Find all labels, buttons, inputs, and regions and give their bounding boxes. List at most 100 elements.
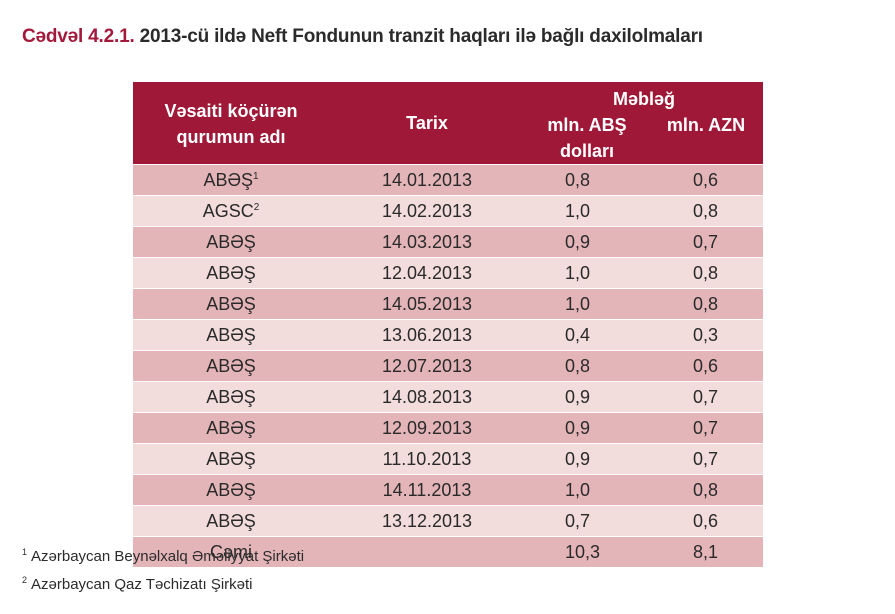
cell-usd-value: 0,8 [565,355,591,376]
cell-source: ABƏŞ [133,350,329,382]
cell-source: ABƏŞ [133,257,329,289]
table-row: ABƏŞ 12.07.2013 0,8 0,6 [133,350,764,382]
cell-azn-value: 0,7 [693,386,719,407]
table-caption: Cədvəl 4.2.1. 2013-cü ildə Neft Fondunun… [22,26,703,48]
table-row: ABƏŞ 13.12.2013 0,7 0,6 [133,505,764,537]
cell-date: 12.09.2013 [329,412,525,444]
cell-azn-value: 0,3 [693,324,719,345]
cell-usd-value: 0,8 [565,169,591,190]
cell-source: ABƏŞ [133,319,329,351]
cell-usd-value: 0,7 [565,510,591,531]
cell-date: 14.02.2013 [329,195,525,227]
cell-source-text: ABƏŞ [206,510,256,531]
cell-azn: 0,6 [649,164,764,196]
footnote-text: Azərbaycan Qaz Təchizatı Şirkəti [31,576,253,593]
header-amount: Məbləğ [525,82,764,112]
cell-date: 12.07.2013 [329,350,525,382]
cell-source-text: ABƏŞ [206,231,256,252]
cell-usd: 0,9 [525,443,649,475]
cell-date: 11.10.2013 [329,443,525,475]
cell-source: ABƏŞ [133,474,329,506]
cell-source-text: ABƏŞ [206,324,256,345]
cell-usd-value: 0,9 [565,448,591,469]
cell-usd-value: 1,0 [565,293,591,314]
cell-usd: 0,9 [525,226,649,258]
total-usd-value: 10,3 [565,541,601,562]
header-azn: mln. AZN [649,112,764,165]
cell-azn: 0,7 [649,443,764,475]
cell-source-text: ABƏŞ [206,417,256,438]
cell-usd-value: 1,0 [565,262,591,283]
cell-usd: 0,9 [525,381,649,413]
cell-azn-value: 0,8 [693,479,719,500]
header-source-line2: qurumun adı [176,127,286,147]
cell-usd: 1,0 [525,257,649,289]
cell-date: 14.08.2013 [329,381,525,413]
cell-usd: 0,8 [525,350,649,382]
cell-usd-value: 0,9 [565,231,591,252]
transit-fees-table: Vəsaiti köçürən qurumun adı Tarix Məbləğ… [133,82,764,567]
table-row: ABƏŞ1 14.01.2013 0,8 0,6 [133,164,764,196]
cell-azn-value: 0,7 [693,417,719,438]
cell-azn: 0,8 [649,474,764,506]
footnote-mark: 1 [22,547,28,557]
cell-date: 14.03.2013 [329,226,525,258]
total-azn: 8,1 [649,536,764,567]
cell-usd-value: 0,4 [565,324,591,345]
table-row: ABƏŞ 13.06.2013 0,4 0,3 [133,319,764,351]
cell-date: 14.01.2013 [329,164,525,196]
cell-azn: 0,6 [649,350,764,382]
cell-source: AGSC2 [133,195,329,227]
header-source: Vəsaiti köçürən qurumun adı [133,82,329,165]
cell-source: ABƏŞ [133,381,329,413]
footnote-text: Azərbaycan Beynəlxalq Əməliyyat Şirkəti [31,548,305,565]
cell-source-text: ABƏŞ [206,448,256,469]
cell-source: ABƏŞ [133,505,329,537]
cell-usd-value: 0,9 [565,386,591,407]
cell-azn: 0,7 [649,226,764,258]
total-label: Cəmi [133,536,329,567]
cell-source: ABƏŞ [133,226,329,258]
total-date [329,536,525,567]
cell-azn-value: 0,6 [693,355,719,376]
total-usd: 10,3 [525,536,649,567]
footnote-marker: 2 [253,201,260,213]
table-header: Vəsaiti köçürən qurumun adı Tarix Məbləğ… [133,82,764,165]
cell-usd: 1,0 [525,195,649,227]
cell-azn-value: 0,8 [693,200,719,221]
cell-date: 13.12.2013 [329,505,525,537]
footnote-mark: 2 [22,575,28,585]
cell-azn-value: 0,8 [693,293,719,314]
cell-usd-value: 0,9 [565,417,591,438]
table-row: ABƏŞ 14.08.2013 0,9 0,7 [133,381,764,413]
table-row: ABƏŞ 14.05.2013 1,0 0,8 [133,288,764,320]
cell-azn: 0,7 [649,412,764,444]
cell-usd: 0,7 [525,505,649,537]
cell-azn-value: 0,6 [693,510,719,531]
cell-azn-value: 0,7 [693,448,719,469]
cell-usd: 0,8 [525,164,649,196]
table-row: ABƏŞ 11.10.2013 0,9 0,7 [133,443,764,475]
total-row: Cəmi 10,3 8,1 [133,536,764,567]
cell-azn-value: 0,7 [693,231,719,252]
cell-azn: 0,7 [649,381,764,413]
cell-usd: 0,9 [525,412,649,444]
cell-usd-value: 1,0 [565,479,591,500]
cell-azn-value: 0,6 [693,169,719,190]
table-row: ABƏŞ 12.09.2013 0,9 0,7 [133,412,764,444]
total-azn-value: 8,1 [693,541,719,562]
table-row: ABƏŞ 12.04.2013 1,0 0,8 [133,257,764,289]
cell-azn-value: 0,8 [693,262,719,283]
cell-azn: 0,6 [649,505,764,537]
cell-usd: 1,0 [525,288,649,320]
caption-title: 2013-cü ildə Neft Fondunun tranzit haqla… [139,26,703,47]
cell-source: ABƏŞ [133,443,329,475]
cell-usd-value: 1,0 [565,200,591,221]
caption-number: Cədvəl 4.2.1. [22,26,135,47]
cell-date: 14.05.2013 [329,288,525,320]
cell-source: ABƏŞ1 [133,164,329,196]
cell-azn: 0,8 [649,257,764,289]
footnote-2: 2 Azərbaycan Qaz Təchizatı Şirkəti [22,575,253,594]
cell-source-text: ABƏŞ [206,262,256,283]
cell-date: 14.11.2013 [329,474,525,506]
